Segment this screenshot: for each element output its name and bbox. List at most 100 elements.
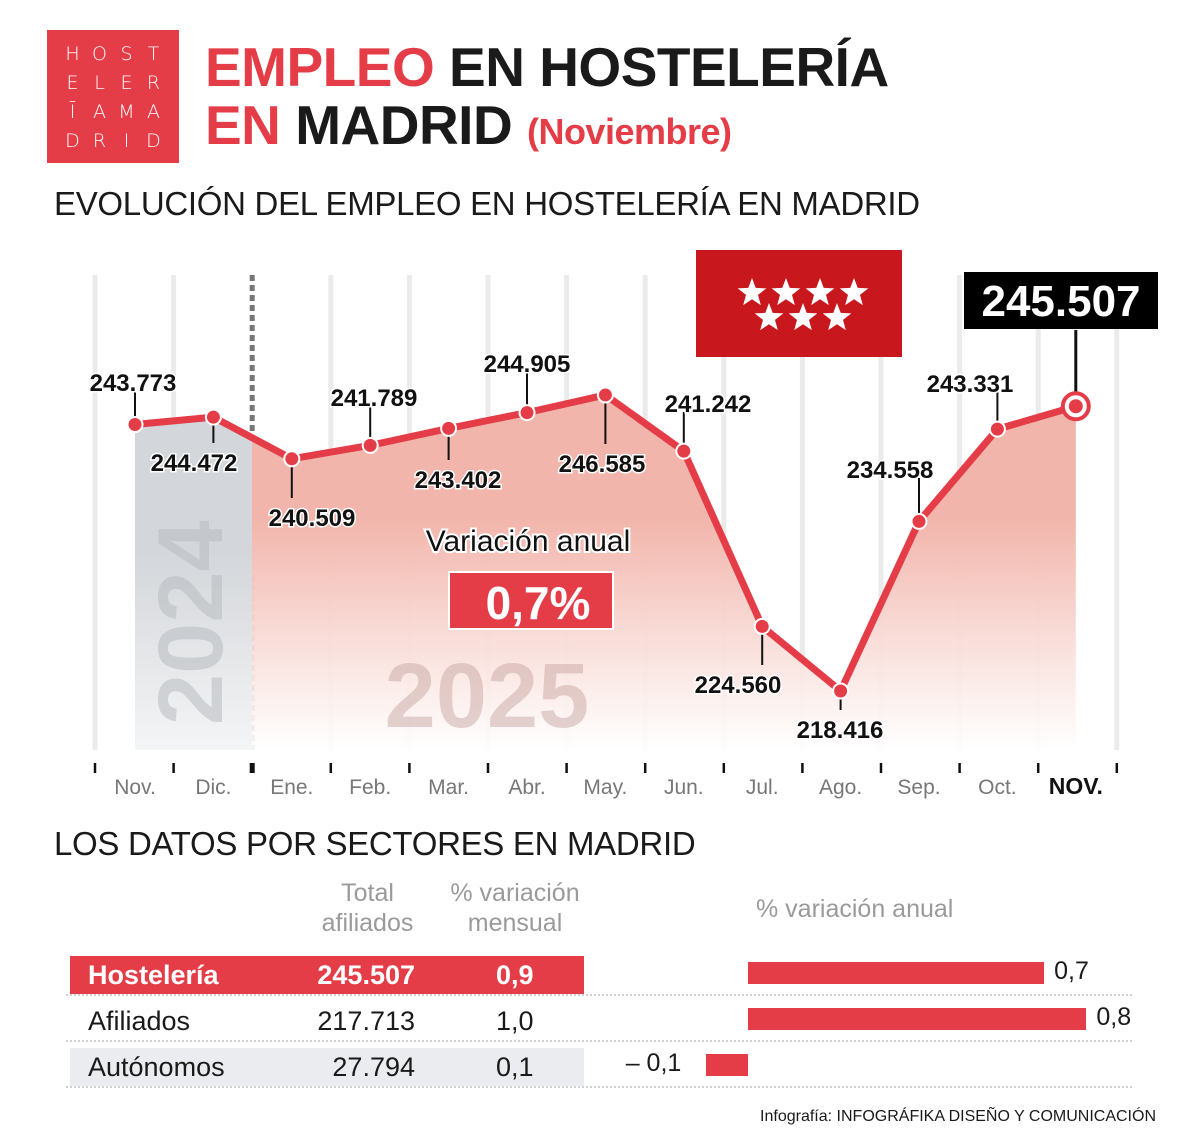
area-2025 (252, 394, 1076, 750)
subtitle: (Noviembre) (526, 111, 732, 152)
page-title: EMPLEO EN HOSTELERÍA EN MADRID (Noviembr… (205, 38, 889, 161)
logo-letter: R (146, 72, 161, 94)
row-divider (66, 994, 1132, 996)
logo-letter: O (92, 43, 107, 65)
row-divider (66, 1040, 1132, 1042)
data-label: 243.331 (927, 371, 1014, 398)
data-label: 244.905 (484, 351, 571, 378)
annual-variation-value: 0,8 (1096, 1003, 1132, 1031)
logo-letter: L (94, 72, 105, 94)
title-line2: MADRID (295, 94, 513, 156)
x-tick-label: May. (583, 776, 627, 799)
logo-letter: H (65, 43, 80, 65)
annual-variation-box (448, 571, 614, 630)
header-total: Total afiliados (300, 878, 435, 938)
data-label: 243.773 (90, 370, 177, 397)
sector-name: Afiliados (88, 1006, 191, 1036)
star-icon (771, 278, 801, 306)
x-tick-label: Ago. (819, 776, 862, 799)
data-point (596, 386, 614, 404)
title-line2-red: EN (205, 94, 281, 156)
credit-prefix: Infografía: (760, 1108, 837, 1125)
data-label: 244.472 (151, 450, 238, 477)
annual-variation-value: 0,7% (486, 577, 591, 629)
logo-letter: I (123, 130, 130, 152)
data-label: 243.402 (415, 467, 502, 494)
data-point (910, 512, 928, 530)
data-label: 240.509 (269, 505, 356, 532)
section-title-sectors: LOS DATOS POR SECTORES EN MADRID (54, 825, 696, 862)
credit: Infografía: INFOGRÁFIKA DISEÑO Y COMUNIC… (760, 1108, 1156, 1126)
logo-letter: T (147, 43, 160, 65)
employment-chart: 2024 2025 243.773 Nov. 244.472 Dic. 240.509 E… (88, 250, 1158, 799)
credit-name: INFOGRÁFIKA DISEÑO Y COMUNICACIÓN (836, 1108, 1156, 1125)
madrid-flag (696, 250, 902, 357)
row-divider (66, 1086, 1132, 1088)
data-point (204, 408, 222, 426)
header-monthly-line2: mensual (467, 909, 563, 937)
logo-letter: A (147, 101, 160, 123)
annual-variation-label: Variación anual (426, 525, 631, 558)
sector-name: Autónomos (88, 1052, 225, 1082)
title-rest: EN HOSTELERÍA (449, 36, 889, 98)
logo-letter: E (120, 72, 133, 94)
logo-letter: D (65, 130, 80, 152)
area-2024 (135, 417, 252, 750)
data-label: 246.585 (559, 451, 646, 478)
data-point (361, 436, 379, 454)
star-icon (788, 303, 818, 331)
logo-letter: A (93, 101, 106, 123)
sector-monthly: 1,0 (496, 1006, 534, 1036)
data-point (675, 442, 693, 460)
header-monthly-line1: % variación (450, 879, 580, 907)
header-total-line1: Total (341, 879, 394, 907)
data-point (283, 450, 301, 468)
x-tick-label: Sep. (897, 776, 940, 799)
star-icon (737, 278, 767, 306)
highlight-value: 245.507 (981, 277, 1140, 326)
x-tick-label: Oct. (978, 776, 1017, 799)
data-label: 218.416 (797, 717, 884, 744)
header-annual: % variación anual (756, 895, 954, 923)
data-point (440, 419, 458, 437)
sector-total: 245.507 (317, 960, 415, 990)
x-tick-label: Mar. (428, 776, 469, 799)
x-tick-label: Jun. (664, 776, 704, 799)
data-label: 224.560 (695, 672, 782, 699)
highlight-value-box (964, 272, 1158, 329)
sector-total: 27.794 (332, 1052, 415, 1082)
annual-variation-bar (705, 1054, 748, 1076)
logo-letter: M (118, 101, 135, 123)
x-tick-label: Feb. (349, 776, 391, 799)
logo-letter: Ī (69, 101, 76, 123)
annual-variation-value: 0,7 (1054, 957, 1089, 985)
x-tick-label: Dic. (195, 776, 231, 799)
sector-monthly: 0,1 (496, 1052, 534, 1082)
sector-name: Hostelería (88, 960, 219, 990)
x-tick-label: Abr. (508, 776, 545, 799)
logo-letter: S (120, 43, 133, 65)
x-tick-label: Nov. (114, 776, 156, 799)
year-label-2024: 2024 (140, 520, 242, 725)
section-title-evolution: EVOLUCIÓN DEL EMPLEO EN HOSTELERÍA EN MA… (54, 185, 920, 222)
data-label: 234.558 (847, 457, 934, 484)
table-row: Autónomos 27.794 0,1 (70, 1048, 584, 1086)
annual-variation-bar (748, 1008, 1087, 1030)
header-monthly: % variación mensual (440, 878, 590, 938)
star-icon (839, 278, 869, 306)
table-row: Hostelería 245.507 0,9 (70, 956, 584, 994)
star-icon (754, 303, 784, 331)
data-point (518, 404, 536, 422)
x-tick-label: Jul. (746, 776, 779, 799)
flag-stars (737, 278, 869, 331)
annual-variation-bar (748, 962, 1045, 984)
data-point (753, 617, 771, 635)
logo-letter: R (92, 130, 107, 152)
data-point (832, 682, 850, 700)
header-total-line2: afiliados (321, 909, 414, 937)
data-label: 241.789 (331, 385, 418, 412)
title-red: EMPLEO (205, 36, 435, 98)
year-label-2025: 2025 (385, 645, 590, 747)
sector-total: 217.713 (317, 1006, 415, 1036)
